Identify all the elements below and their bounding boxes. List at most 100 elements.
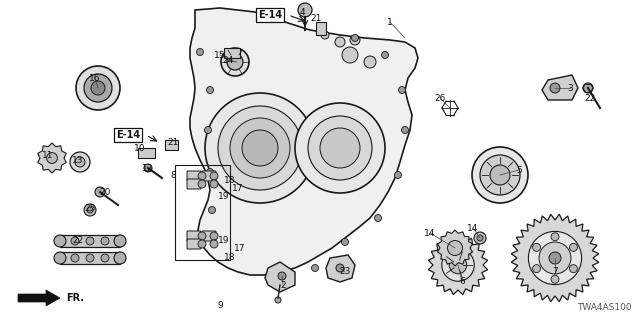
Circle shape xyxy=(101,237,109,245)
Circle shape xyxy=(449,256,467,274)
Circle shape xyxy=(71,237,79,245)
Circle shape xyxy=(230,118,290,178)
Circle shape xyxy=(84,74,112,102)
Circle shape xyxy=(76,66,120,110)
Circle shape xyxy=(447,241,463,255)
Circle shape xyxy=(583,83,593,93)
Circle shape xyxy=(196,49,204,55)
Circle shape xyxy=(210,180,218,188)
Text: 17: 17 xyxy=(232,183,244,193)
Polygon shape xyxy=(224,48,240,58)
Circle shape xyxy=(54,252,66,264)
Circle shape xyxy=(227,54,243,70)
Polygon shape xyxy=(438,230,472,266)
Circle shape xyxy=(401,126,408,133)
Circle shape xyxy=(295,103,385,193)
Circle shape xyxy=(87,207,93,213)
Text: 13: 13 xyxy=(72,156,84,164)
Polygon shape xyxy=(38,143,67,173)
Circle shape xyxy=(551,275,559,283)
Circle shape xyxy=(144,164,152,172)
Circle shape xyxy=(86,254,94,262)
Text: 18: 18 xyxy=(224,253,236,262)
Polygon shape xyxy=(316,22,326,35)
Circle shape xyxy=(86,237,94,245)
Circle shape xyxy=(198,232,206,240)
Circle shape xyxy=(539,242,571,274)
Circle shape xyxy=(207,86,214,93)
FancyBboxPatch shape xyxy=(202,171,216,181)
Text: E-14: E-14 xyxy=(258,10,282,20)
FancyBboxPatch shape xyxy=(187,171,201,181)
Text: FR.: FR. xyxy=(66,293,84,303)
Circle shape xyxy=(477,235,483,241)
Circle shape xyxy=(95,187,105,197)
Circle shape xyxy=(198,180,206,188)
Text: TWA4AS100: TWA4AS100 xyxy=(577,303,632,312)
Text: 4: 4 xyxy=(299,7,305,17)
Text: 20: 20 xyxy=(99,188,111,196)
Text: 10: 10 xyxy=(134,143,146,153)
Circle shape xyxy=(198,240,206,248)
Text: 8: 8 xyxy=(170,171,176,180)
Polygon shape xyxy=(326,255,355,282)
Text: 22: 22 xyxy=(72,236,84,244)
Polygon shape xyxy=(542,75,578,100)
Polygon shape xyxy=(138,148,155,158)
Text: 6: 6 xyxy=(459,277,465,286)
Circle shape xyxy=(317,27,323,34)
Circle shape xyxy=(101,254,109,262)
FancyBboxPatch shape xyxy=(187,231,201,241)
FancyBboxPatch shape xyxy=(202,231,216,241)
Text: 19: 19 xyxy=(218,236,230,244)
Circle shape xyxy=(364,56,376,68)
Polygon shape xyxy=(190,8,418,275)
Polygon shape xyxy=(511,214,599,302)
Text: 11: 11 xyxy=(42,150,54,159)
Circle shape xyxy=(278,272,286,280)
Circle shape xyxy=(70,152,90,172)
Text: 24: 24 xyxy=(222,55,234,65)
Text: 9: 9 xyxy=(217,301,223,310)
Circle shape xyxy=(442,249,474,281)
Circle shape xyxy=(47,153,58,164)
Circle shape xyxy=(350,35,360,45)
Circle shape xyxy=(351,35,358,42)
Text: 21: 21 xyxy=(310,13,322,22)
Circle shape xyxy=(490,165,510,185)
Text: 15: 15 xyxy=(214,51,226,60)
Text: 12: 12 xyxy=(142,164,154,172)
Circle shape xyxy=(198,172,206,180)
Circle shape xyxy=(394,172,401,179)
Circle shape xyxy=(210,240,218,248)
Circle shape xyxy=(336,264,344,272)
Circle shape xyxy=(321,31,329,39)
Circle shape xyxy=(54,235,66,247)
Circle shape xyxy=(298,3,312,17)
Circle shape xyxy=(472,147,528,203)
Text: 26: 26 xyxy=(435,93,445,102)
Circle shape xyxy=(570,265,577,273)
Circle shape xyxy=(210,232,218,240)
Polygon shape xyxy=(60,252,120,264)
Circle shape xyxy=(84,204,96,216)
Circle shape xyxy=(320,128,360,168)
Text: 2: 2 xyxy=(280,281,286,290)
Text: 14: 14 xyxy=(424,228,436,237)
Circle shape xyxy=(207,169,214,175)
Circle shape xyxy=(532,265,541,273)
Circle shape xyxy=(335,37,345,47)
Polygon shape xyxy=(165,140,178,150)
Circle shape xyxy=(71,254,79,262)
Text: 1: 1 xyxy=(387,18,393,27)
Circle shape xyxy=(91,81,105,95)
Circle shape xyxy=(221,48,249,76)
Text: 14: 14 xyxy=(467,223,479,233)
Circle shape xyxy=(114,252,126,264)
Circle shape xyxy=(242,130,278,166)
Polygon shape xyxy=(60,235,120,247)
Text: 23: 23 xyxy=(339,268,351,276)
Text: 21: 21 xyxy=(167,138,179,147)
Text: 3: 3 xyxy=(567,84,573,92)
Circle shape xyxy=(308,116,372,180)
